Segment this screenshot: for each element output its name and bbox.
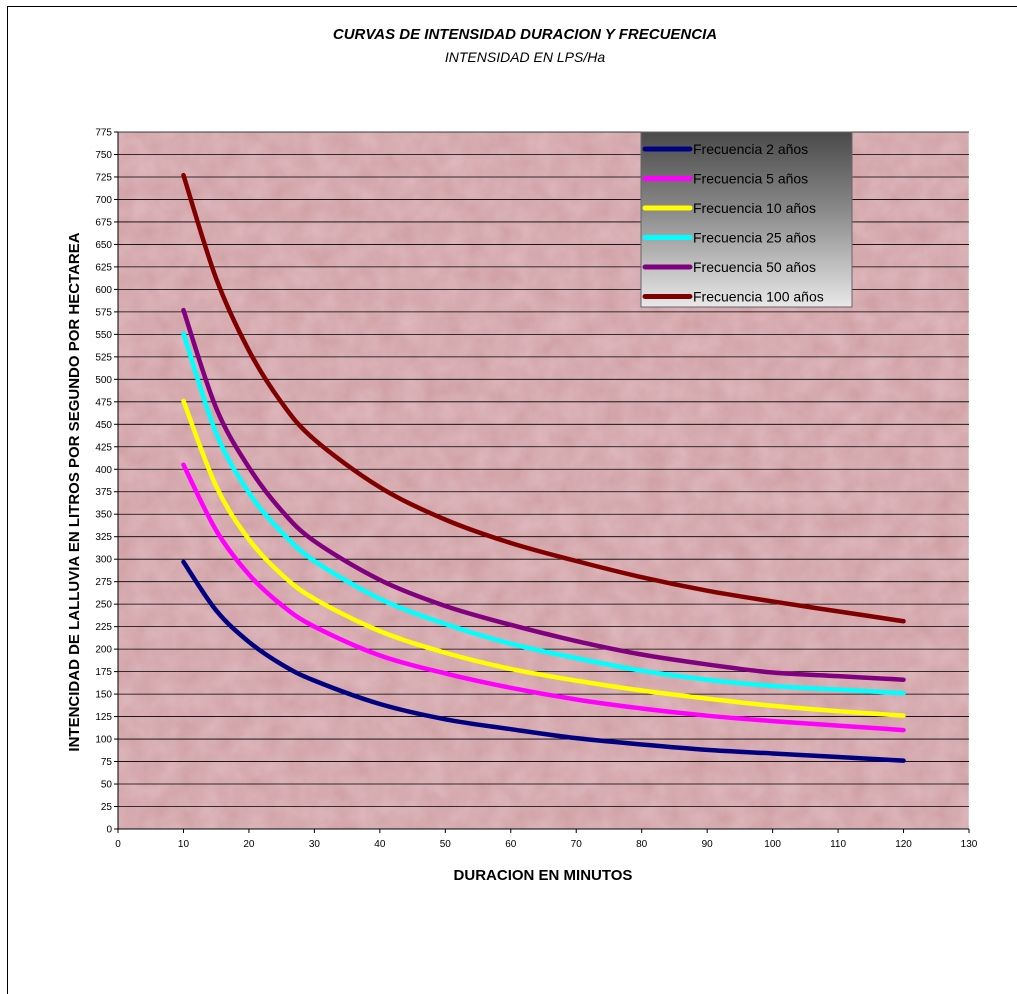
legend: Frecuencia 2 años Frecuencia 5 años Frecue… [640, 131, 853, 308]
x-tick-label: 110 [830, 839, 846, 850]
legend-box [640, 131, 853, 308]
legend-label: Frecuencia 2 años [693, 141, 808, 157]
chart-frame [7, 6, 1017, 994]
y-tick-label: 350 [95, 510, 112, 521]
y-tick-label: 100 [95, 735, 112, 746]
y-tick-label: 775 [95, 128, 112, 139]
y-tick-label: 175 [95, 667, 112, 678]
y-tick-label: 500 [95, 375, 112, 386]
y-tick-label: 650 [95, 240, 112, 251]
y-tick-label: 0 [106, 825, 112, 836]
y-tick-label: 125 [95, 712, 112, 723]
y-tick-label: 575 [95, 307, 112, 318]
x-tick-label: 0 [115, 839, 121, 850]
series-line-0 [181, 559, 906, 763]
legend-label: Frecuencia 50 años [693, 259, 816, 275]
y-tick-label: 250 [95, 600, 112, 611]
x-tick-label: 50 [440, 839, 452, 850]
y-tick-label: 750 [95, 150, 112, 161]
series-line-2 [181, 398, 906, 718]
y-tick-labels: 0 25 50 75 100 125 150 175 200 225 250 275 300 325 350… [95, 128, 112, 836]
y-tick-label: 425 [95, 442, 112, 453]
y-tick-label: 550 [95, 330, 112, 341]
legend-label: Frecuencia 10 años [693, 200, 816, 216]
x-tick-label: 40 [374, 839, 386, 850]
series-line-3 [181, 331, 906, 696]
series-line-4 [181, 307, 906, 682]
x-tick-label: 10 [178, 839, 190, 850]
legend-label: Frecuencia 5 años [693, 171, 808, 187]
y-tick-label: 325 [95, 532, 112, 543]
y-tick-label: 600 [95, 285, 112, 296]
x-axis-title: DURACION EN MINUTOS [454, 867, 633, 884]
y-tick-label: 300 [95, 555, 112, 566]
y-tick-label: 400 [95, 465, 112, 476]
x-tick-label: 60 [505, 839, 517, 850]
x-tick-label: 100 [764, 839, 781, 850]
legend-label: Frecuencia 100 años [693, 289, 824, 305]
series-line-5 [181, 172, 906, 624]
series-line-1 [181, 462, 906, 733]
y-tick-label: 450 [95, 420, 112, 431]
chart-title: CURVAS DE INTENSIDAD DURACION Y FRECUENC… [333, 26, 717, 43]
chart-subtitle: INTENSIDAD EN LPS/Ha [445, 49, 605, 65]
y-tick-label: 75 [101, 757, 113, 768]
x-tick-label: 20 [243, 839, 255, 850]
x-tick-label: 80 [636, 839, 648, 850]
x-tick-label: 70 [571, 839, 583, 850]
y-tick-label: 700 [95, 195, 112, 206]
x-tick-label: 120 [895, 839, 912, 850]
y-tick-label: 725 [95, 172, 112, 183]
y-tick-label: 625 [95, 262, 112, 273]
series-lines [181, 172, 906, 763]
y-tick-label: 525 [95, 352, 112, 363]
y-tick-label: 475 [95, 397, 112, 408]
y-tick-label: 50 [101, 780, 113, 791]
x-tick-label: 30 [309, 839, 321, 850]
legend-label: Frecuencia 25 años [693, 230, 816, 246]
y-tick-label: 225 [95, 622, 112, 633]
y-tick-label: 375 [95, 487, 112, 498]
y-tick-label: 675 [95, 217, 112, 228]
axes [114, 131, 970, 833]
y-tick-label: 150 [95, 690, 112, 701]
x-tick-label: 90 [702, 839, 714, 850]
y-axis-title: INTENCIDAD DE LALLUVIA EN LITROS POR SEG… [66, 232, 83, 751]
x-tick-labels: 0 10 20 30 40 50 60 70 80 90 100 110 120 130 [115, 839, 978, 850]
x-tick-label: 130 [961, 839, 978, 850]
y-tick-label: 25 [101, 802, 113, 813]
y-tick-label: 275 [95, 577, 112, 588]
y-tick-label: 200 [95, 645, 112, 656]
